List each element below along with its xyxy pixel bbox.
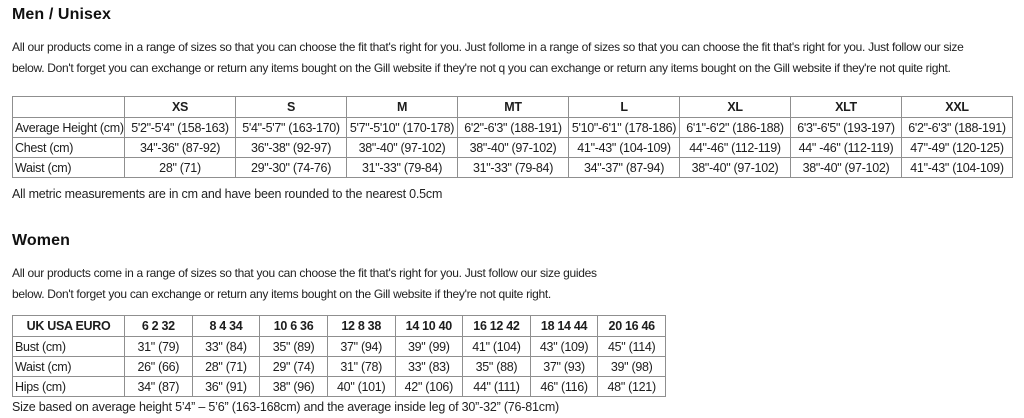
size-value-cell: 5'2"-5'4" (158-163) xyxy=(124,117,236,138)
measurement-row-label: Waist (cm) xyxy=(12,356,125,377)
size-column-header xyxy=(12,96,125,118)
size-table-header-row: XS S M MT L XL XLT XXL xyxy=(12,96,1013,118)
size-table-row: Hips (cm) 34" (87) 36" (91) 38" (96) 40" (10… xyxy=(12,376,666,397)
size-value-cell: 38"-40" (97-102) xyxy=(457,137,569,158)
size-column-header: 10 6 36 xyxy=(259,315,328,337)
size-value-cell: 34"-37" (87-94) xyxy=(568,157,680,178)
size-table-header-row: UK USA EURO 6 2 32 8 4 34 10 6 36 12 8 38 14 … xyxy=(12,315,666,337)
size-table-row: Waist (cm) 26" (66) 28" (71) 29" (74) 31" (7… xyxy=(12,356,666,377)
size-value-cell: 38"-40" (97-102) xyxy=(790,157,902,178)
size-value-cell: 47"-49" (120-125) xyxy=(901,137,1013,158)
size-value-cell: 28" (71) xyxy=(191,356,261,377)
size-value-cell: 31" (78) xyxy=(326,356,396,377)
size-value-cell: 37" (94) xyxy=(326,336,396,357)
size-value-cell: 43" (109) xyxy=(529,336,599,357)
size-value-cell: 29"-30" (74-76) xyxy=(235,157,347,178)
size-value-cell: 6'2"-6'3" (188-191) xyxy=(457,117,569,138)
size-column-header: 8 4 34 xyxy=(191,315,261,337)
size-column-header: XL xyxy=(679,96,791,118)
size-value-cell: 6'3"-6'5" (193-197) xyxy=(790,117,902,138)
women-intro-line2: below. Don't forget you can exchange or … xyxy=(12,287,551,301)
measurement-row-label: Bust (cm) xyxy=(12,336,125,357)
size-value-cell: 29" (74) xyxy=(259,356,328,377)
men-intro-line2: below. Don't forget you can exchange or … xyxy=(12,61,951,75)
size-column-header: XLT xyxy=(790,96,902,118)
size-column-header: XS xyxy=(124,96,236,118)
size-column-header: L xyxy=(568,96,680,118)
size-value-cell: 33" (84) xyxy=(191,336,261,357)
size-value-cell: 44" (111) xyxy=(462,376,531,397)
size-value-cell: 37" (93) xyxy=(529,356,599,377)
size-value-cell: 42" (106) xyxy=(394,376,464,397)
size-value-cell: 39" (98) xyxy=(597,356,666,377)
men-metric-note: All metric measurements are in cm and ha… xyxy=(12,187,443,201)
women-intro-paragraph: All our products come in a range of size… xyxy=(12,263,1013,305)
size-value-cell: 31"-33" (79-84) xyxy=(346,157,458,178)
men-unisex-heading: Men / Unisex xyxy=(12,6,112,23)
size-column-header: 20 16 46 xyxy=(597,315,666,337)
size-value-cell: 36" (91) xyxy=(191,376,261,397)
size-column-header: 12 8 38 xyxy=(326,315,396,337)
women-size-table: UK USA EURO 6 2 32 8 4 34 10 6 36 12 8 38 14 … xyxy=(12,315,666,397)
men-intro-paragraph: All our products come in a range of size… xyxy=(12,37,1013,79)
size-value-cell: 33" (83) xyxy=(394,356,464,377)
size-value-cell: 48" (121) xyxy=(597,376,666,397)
size-value-cell: 38" (96) xyxy=(259,376,328,397)
size-value-cell: 35" (88) xyxy=(462,356,531,377)
size-column-header: 6 2 32 xyxy=(124,315,193,337)
size-value-cell: 34"-36" (87-92) xyxy=(124,137,236,158)
size-value-cell: 41"-43" (104-109) xyxy=(568,137,680,158)
size-value-cell: 5'4"-5'7" (163-170) xyxy=(235,117,347,138)
size-column-header: 18 14 44 xyxy=(529,315,599,337)
size-value-cell: 36"-38" (92-97) xyxy=(235,137,347,158)
men-size-table: XS S M MT L XL XLT XXL Average Height (cm) 5'2"-5… xyxy=(12,96,1013,178)
size-value-cell: 41" (104) xyxy=(462,336,531,357)
size-value-cell: 40" (101) xyxy=(326,376,396,397)
size-column-header: MT xyxy=(457,96,569,118)
measurement-row-label: Waist (cm) xyxy=(12,157,125,178)
size-value-cell: 38"-40" (97-102) xyxy=(346,137,458,158)
size-value-cell: 6'2"-6'3" (188-191) xyxy=(901,117,1013,138)
size-table-row: Waist (cm) 28" (71) 29"-30" (74-76) 31"-33"… xyxy=(12,157,1013,178)
size-table-row: Chest (cm) 34"-36" (87-92) 36"-38" (92-97)… xyxy=(12,137,1013,158)
size-column-header: M xyxy=(346,96,458,118)
women-intro-line1: All our products come in a range of size… xyxy=(12,266,597,280)
size-value-cell: 44" -46" (112-119) xyxy=(790,137,902,158)
size-value-cell: 35" (89) xyxy=(259,336,328,357)
size-value-cell: 6'1"-6'2" (186-188) xyxy=(679,117,791,138)
measurement-row-label: Average Height (cm) xyxy=(12,117,125,138)
size-column-header: UK USA EURO xyxy=(12,315,125,337)
size-value-cell: 5'7"-5'10" (170-178) xyxy=(346,117,458,138)
size-value-cell: 31" (79) xyxy=(124,336,193,357)
size-value-cell: 46" (116) xyxy=(529,376,599,397)
size-value-cell: 45" (114) xyxy=(597,336,666,357)
size-value-cell: 34" (87) xyxy=(124,376,193,397)
size-value-cell: 31"-33" (79-84) xyxy=(457,157,569,178)
size-column-header: S xyxy=(235,96,347,118)
men-intro-line1: All our products come in a range of size… xyxy=(12,40,964,54)
size-value-cell: 41"-43" (104-109) xyxy=(901,157,1013,178)
size-value-cell: 38"-40" (97-102) xyxy=(679,157,791,178)
size-column-header: XXL xyxy=(901,96,1013,118)
size-value-cell: 28" (71) xyxy=(124,157,236,178)
women-size-basis-note: Size based on average height 5’4” – 5’6”… xyxy=(12,400,559,414)
measurement-row-label: Hips (cm) xyxy=(12,376,125,397)
women-heading: Women xyxy=(12,232,70,249)
measurement-row-label: Chest (cm) xyxy=(12,137,125,158)
size-value-cell: 44"-46" (112-119) xyxy=(679,137,791,158)
size-value-cell: 5'10"-6'1" (178-186) xyxy=(568,117,680,138)
size-table-row: Average Height (cm) 5'2"-5'4" (158-163) 5'… xyxy=(12,117,1013,138)
size-column-header: 16 12 42 xyxy=(462,315,531,337)
size-value-cell: 39" (99) xyxy=(394,336,464,357)
size-value-cell: 26" (66) xyxy=(124,356,193,377)
size-table-row: Bust (cm) 31" (79) 33" (84) 35" (89) 37" (94… xyxy=(12,336,666,357)
size-column-header: 14 10 40 xyxy=(394,315,464,337)
